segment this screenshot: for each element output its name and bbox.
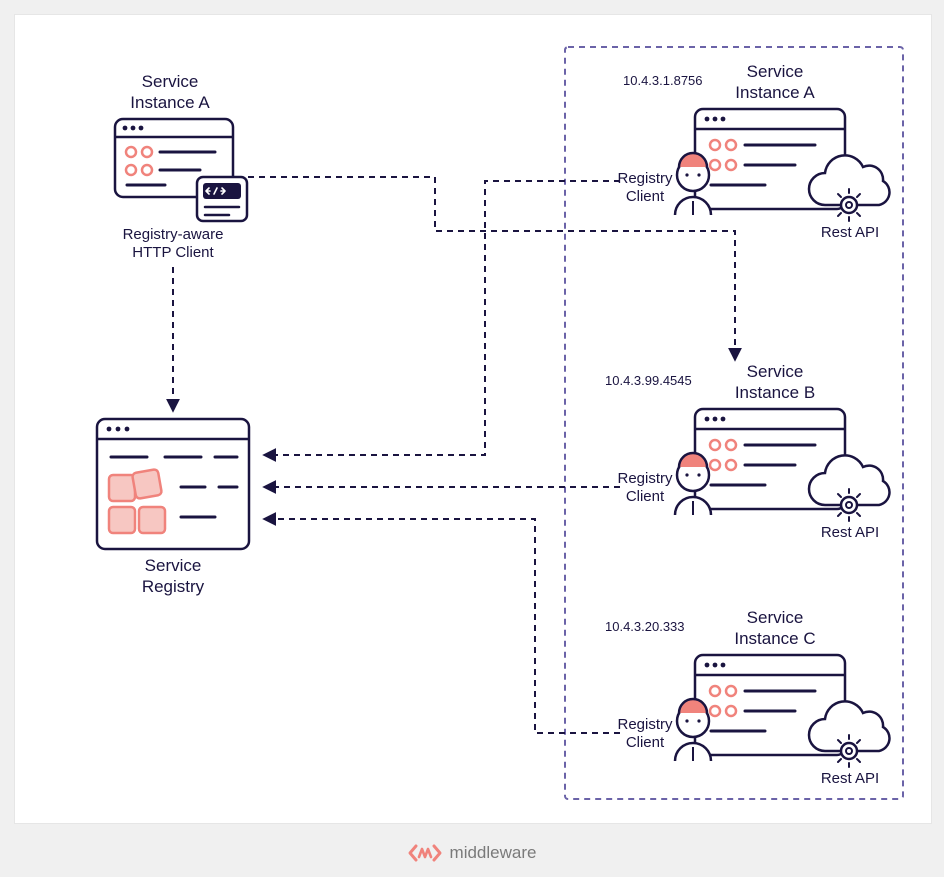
left-service-instance-a: Service Instance A [115, 72, 247, 261]
left-client-sub-1: Registry-aware [123, 226, 224, 243]
footer: middleware [0, 828, 944, 877]
registry-title-2: Registry [142, 577, 205, 596]
instance-C-title-1: Service [747, 608, 804, 627]
service-registry: Service Registry [97, 419, 249, 596]
left-client-title-2: Instance A [130, 93, 210, 112]
registry-client-B-icon [675, 453, 711, 515]
instance-B-title-2: Instance B [735, 383, 815, 402]
instance-B-rc-2: Client [626, 488, 665, 505]
instance-B-ip: 10.4.3.99.4545 [605, 373, 692, 388]
diagram-panel: Service Instance A [14, 14, 932, 824]
registry-title-1: Service [145, 556, 202, 575]
left-client-sub-2: HTTP Client [132, 244, 214, 261]
instance-C-ip: 10.4.3.20.333 [605, 619, 685, 634]
service-instance-B-group: 10.4.3.99.4545 Service Instance B [605, 362, 889, 541]
architecture-diagram: Service Instance A [15, 15, 931, 823]
instance-C-rc-2: Client [626, 734, 665, 751]
instance-C-title-2: Instance C [734, 629, 815, 648]
instance-B-title-1: Service [747, 362, 804, 381]
middleware-logo-icon [408, 843, 442, 863]
instance-A-rc-1: Registry [617, 170, 673, 187]
instance-A-title-2: Instance A [735, 83, 815, 102]
instance-B-api: Rest API [821, 524, 879, 541]
instance-A-title-1: Service [747, 62, 804, 81]
service-instance-C-group: 10.4.3.20.333 Service Instance C [605, 608, 889, 787]
registry-client-C-icon [675, 699, 711, 761]
instance-A-ip: 10.4.3.1.8756 [623, 73, 703, 88]
service-instance-A-group: 10.4.3.1.8756 Service Instance A [617, 62, 889, 241]
left-client-title-1: Service [142, 72, 199, 91]
instance-B-rc-1: Registry [617, 470, 673, 487]
instance-C-api: Rest API [821, 770, 879, 787]
registry-client-A-icon [675, 153, 711, 215]
instance-C-rc-1: Registry [617, 716, 673, 733]
instance-A-api: Rest API [821, 224, 879, 241]
instance-A-rc-2: Client [626, 188, 665, 205]
arrow-instanceC-to-registry [265, 519, 620, 733]
arrow-instanceA-to-registry [265, 181, 620, 455]
canvas: Service Instance A [0, 0, 944, 877]
footer-text: middleware [450, 843, 537, 863]
